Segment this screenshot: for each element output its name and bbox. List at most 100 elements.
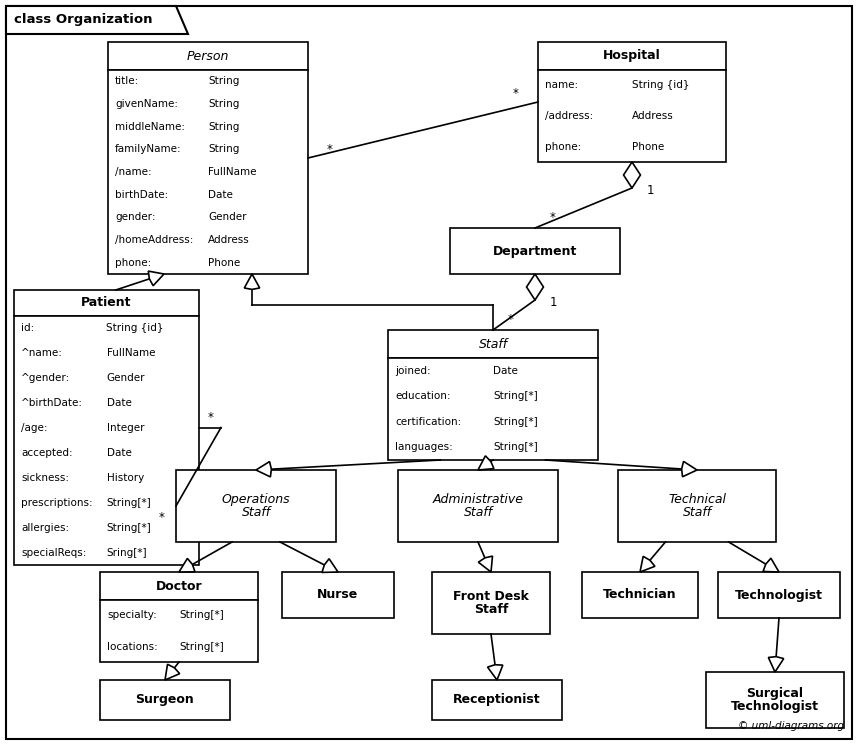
Polygon shape	[488, 665, 503, 680]
Text: String: String	[208, 99, 239, 109]
Text: String[*]: String[*]	[107, 498, 151, 508]
Text: phone:: phone:	[545, 142, 581, 152]
Text: Operations: Operations	[222, 493, 291, 506]
Text: Receptionist: Receptionist	[453, 693, 541, 707]
Bar	[706, 672, 844, 728]
Text: Sring[*]: Sring[*]	[107, 548, 147, 557]
Text: ^gender:: ^gender:	[21, 374, 71, 383]
Text: Technician: Technician	[603, 589, 677, 601]
Polygon shape	[322, 559, 338, 572]
Bar	[108, 42, 308, 70]
Polygon shape	[478, 456, 494, 470]
Text: /name:: /name:	[115, 167, 151, 177]
Polygon shape	[526, 274, 544, 300]
Text: *: *	[550, 211, 556, 225]
Text: Person: Person	[187, 49, 229, 63]
Text: locations:: locations:	[107, 642, 157, 651]
Bar	[582, 572, 698, 618]
Text: *: *	[208, 411, 214, 424]
Text: *: *	[508, 314, 514, 326]
Text: Hospital: Hospital	[603, 49, 660, 63]
Text: *: *	[159, 512, 165, 524]
Text: familyName:: familyName:	[115, 144, 181, 155]
Text: middleName:: middleName:	[115, 122, 185, 131]
Bar	[618, 470, 776, 542]
Text: prescriptions:: prescriptions:	[21, 498, 93, 508]
Text: Date: Date	[107, 448, 132, 458]
Bar	[14, 316, 199, 565]
Polygon shape	[682, 462, 697, 477]
Text: Phone: Phone	[632, 142, 664, 152]
Text: Front Desk: Front Desk	[453, 590, 529, 603]
Text: Address: Address	[632, 111, 673, 121]
Text: Staff: Staff	[242, 506, 271, 519]
Polygon shape	[244, 274, 260, 289]
Text: 1: 1	[550, 297, 556, 309]
Polygon shape	[256, 462, 272, 477]
Text: class Organization: class Organization	[14, 13, 152, 26]
Bar	[100, 680, 230, 720]
Text: id:: id:	[21, 323, 34, 333]
Text: sickness:: sickness:	[21, 473, 69, 483]
Bar	[398, 470, 558, 542]
Text: FullName: FullName	[208, 167, 256, 177]
Text: Staff: Staff	[478, 338, 507, 350]
Bar	[450, 228, 620, 274]
Text: /age:: /age:	[21, 423, 47, 433]
Text: Doctor: Doctor	[156, 580, 202, 592]
Text: specialty:: specialty:	[107, 610, 157, 621]
Bar	[538, 42, 726, 70]
Bar	[14, 290, 199, 316]
Polygon shape	[165, 664, 180, 680]
Polygon shape	[763, 558, 779, 572]
Text: allergies:: allergies:	[21, 523, 69, 533]
Text: String[*]: String[*]	[493, 442, 538, 452]
Text: Nurse: Nurse	[317, 589, 359, 601]
Bar	[388, 358, 598, 460]
Text: Gender: Gender	[208, 212, 247, 223]
Text: education:: education:	[395, 391, 451, 401]
Text: Technologist: Technologist	[731, 700, 819, 713]
Text: Department: Department	[493, 244, 577, 258]
Bar	[432, 680, 562, 720]
Bar	[538, 70, 726, 162]
Text: String: String	[208, 122, 239, 131]
Text: String: String	[208, 144, 239, 155]
Bar	[432, 572, 550, 634]
Polygon shape	[148, 271, 164, 285]
Text: specialReqs:: specialReqs:	[21, 548, 86, 557]
Text: String[*]: String[*]	[179, 642, 224, 651]
Text: Staff: Staff	[474, 603, 508, 616]
Text: phone:: phone:	[115, 258, 151, 267]
Polygon shape	[6, 6, 188, 34]
Text: /address:: /address:	[545, 111, 593, 121]
Polygon shape	[640, 557, 655, 572]
Text: String: String	[208, 76, 239, 87]
Text: joined:: joined:	[395, 366, 431, 376]
Text: © uml-diagrams.org: © uml-diagrams.org	[738, 721, 844, 731]
Bar	[100, 572, 258, 600]
Text: gender:: gender:	[115, 212, 156, 223]
Text: title:: title:	[115, 76, 139, 87]
Text: *: *	[327, 143, 333, 157]
Text: ^birthDate:: ^birthDate:	[21, 398, 83, 408]
Bar	[108, 70, 308, 274]
Text: String[*]: String[*]	[493, 417, 538, 427]
Text: Technologist: Technologist	[735, 589, 823, 601]
Text: accepted:: accepted:	[21, 448, 72, 458]
Text: Date: Date	[107, 398, 132, 408]
Text: Surgical: Surgical	[746, 687, 803, 700]
Text: Surgeon: Surgeon	[136, 693, 194, 707]
Text: 1: 1	[646, 185, 654, 197]
Text: String {id}: String {id}	[107, 323, 164, 333]
Text: birthDate:: birthDate:	[115, 190, 169, 199]
Text: Date: Date	[208, 190, 233, 199]
Polygon shape	[179, 559, 195, 572]
Text: History: History	[107, 473, 144, 483]
Text: Date: Date	[493, 366, 518, 376]
Bar	[100, 600, 258, 662]
Bar	[176, 470, 336, 542]
Bar	[388, 330, 598, 358]
Bar	[282, 572, 394, 618]
Text: ^name:: ^name:	[21, 348, 63, 359]
